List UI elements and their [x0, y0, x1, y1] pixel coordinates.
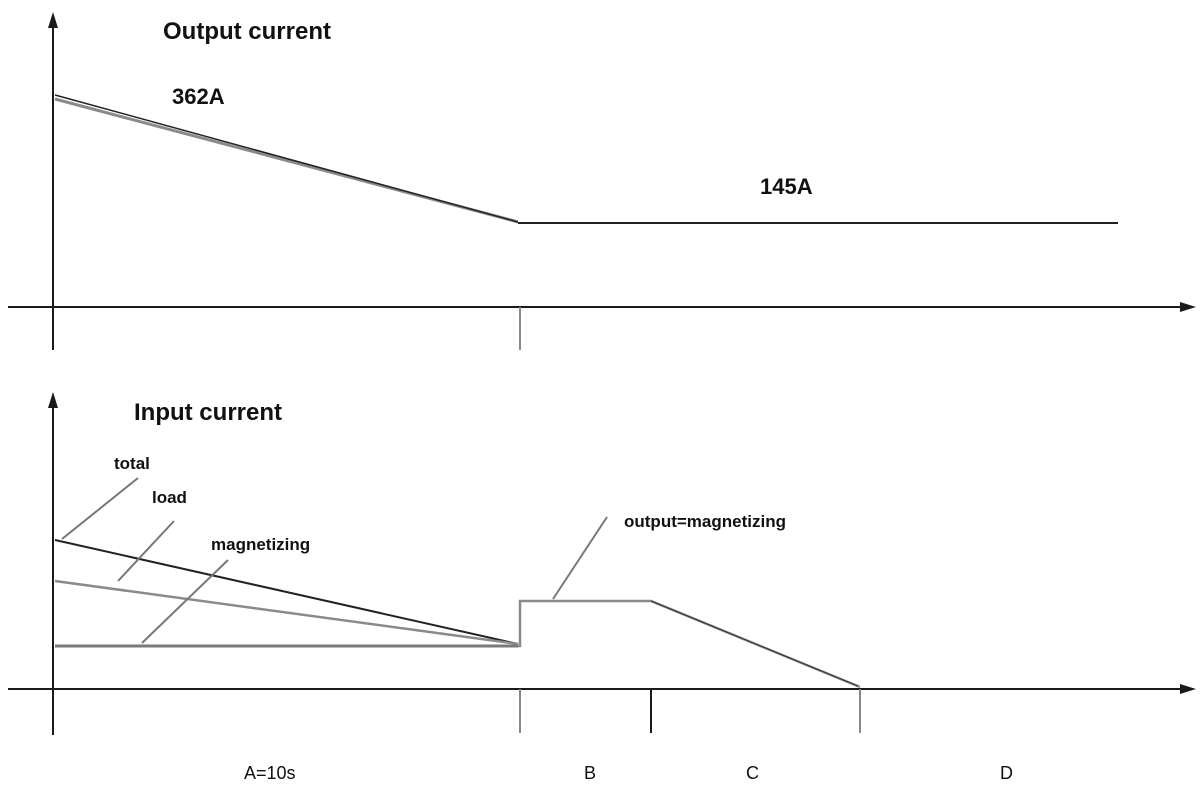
input-y-axis-arrow-icon [48, 392, 58, 408]
input-load-line [54, 579, 519, 646]
output-peak-label: 362A [172, 84, 225, 109]
period-d-label: D [1000, 763, 1013, 783]
output-ramp-dark [54, 94, 519, 223]
input-output-magnetizing-waveform [518, 599, 861, 689]
output-magnetizing-annotation: output=magnetizing [624, 512, 786, 531]
input-ramp-dark-overlay [650, 600, 859, 687]
output-magnetizing-pointer-line [552, 516, 608, 600]
input-total-line [54, 539, 519, 645]
output-y-axis-arrow-icon [48, 12, 58, 28]
input-current-title: Input current [134, 399, 282, 426]
period-labels: A=10s B C D [244, 763, 1013, 783]
magnetizing-pointer-line [141, 559, 229, 644]
output-current-title: Output current [163, 18, 331, 45]
period-b-label: B [584, 763, 596, 783]
legend-total-label: total [114, 454, 150, 473]
output-steady-label: 145A [760, 174, 813, 199]
load-pointer-line [117, 520, 175, 582]
input-current-chart: Input current total load magnetizing out… [8, 392, 1196, 735]
total-pointer-line [61, 477, 139, 540]
period-c-label: C [746, 763, 759, 783]
legend-magnetizing-label: magnetizing [211, 535, 310, 554]
legend-load-label: load [152, 488, 187, 507]
output-x-axis-arrow-icon [1180, 302, 1196, 312]
input-x-axis-arrow-icon [1180, 684, 1196, 694]
period-a-label: A=10s [244, 763, 296, 783]
output-current-chart: Output current 362A 145A [8, 12, 1196, 350]
